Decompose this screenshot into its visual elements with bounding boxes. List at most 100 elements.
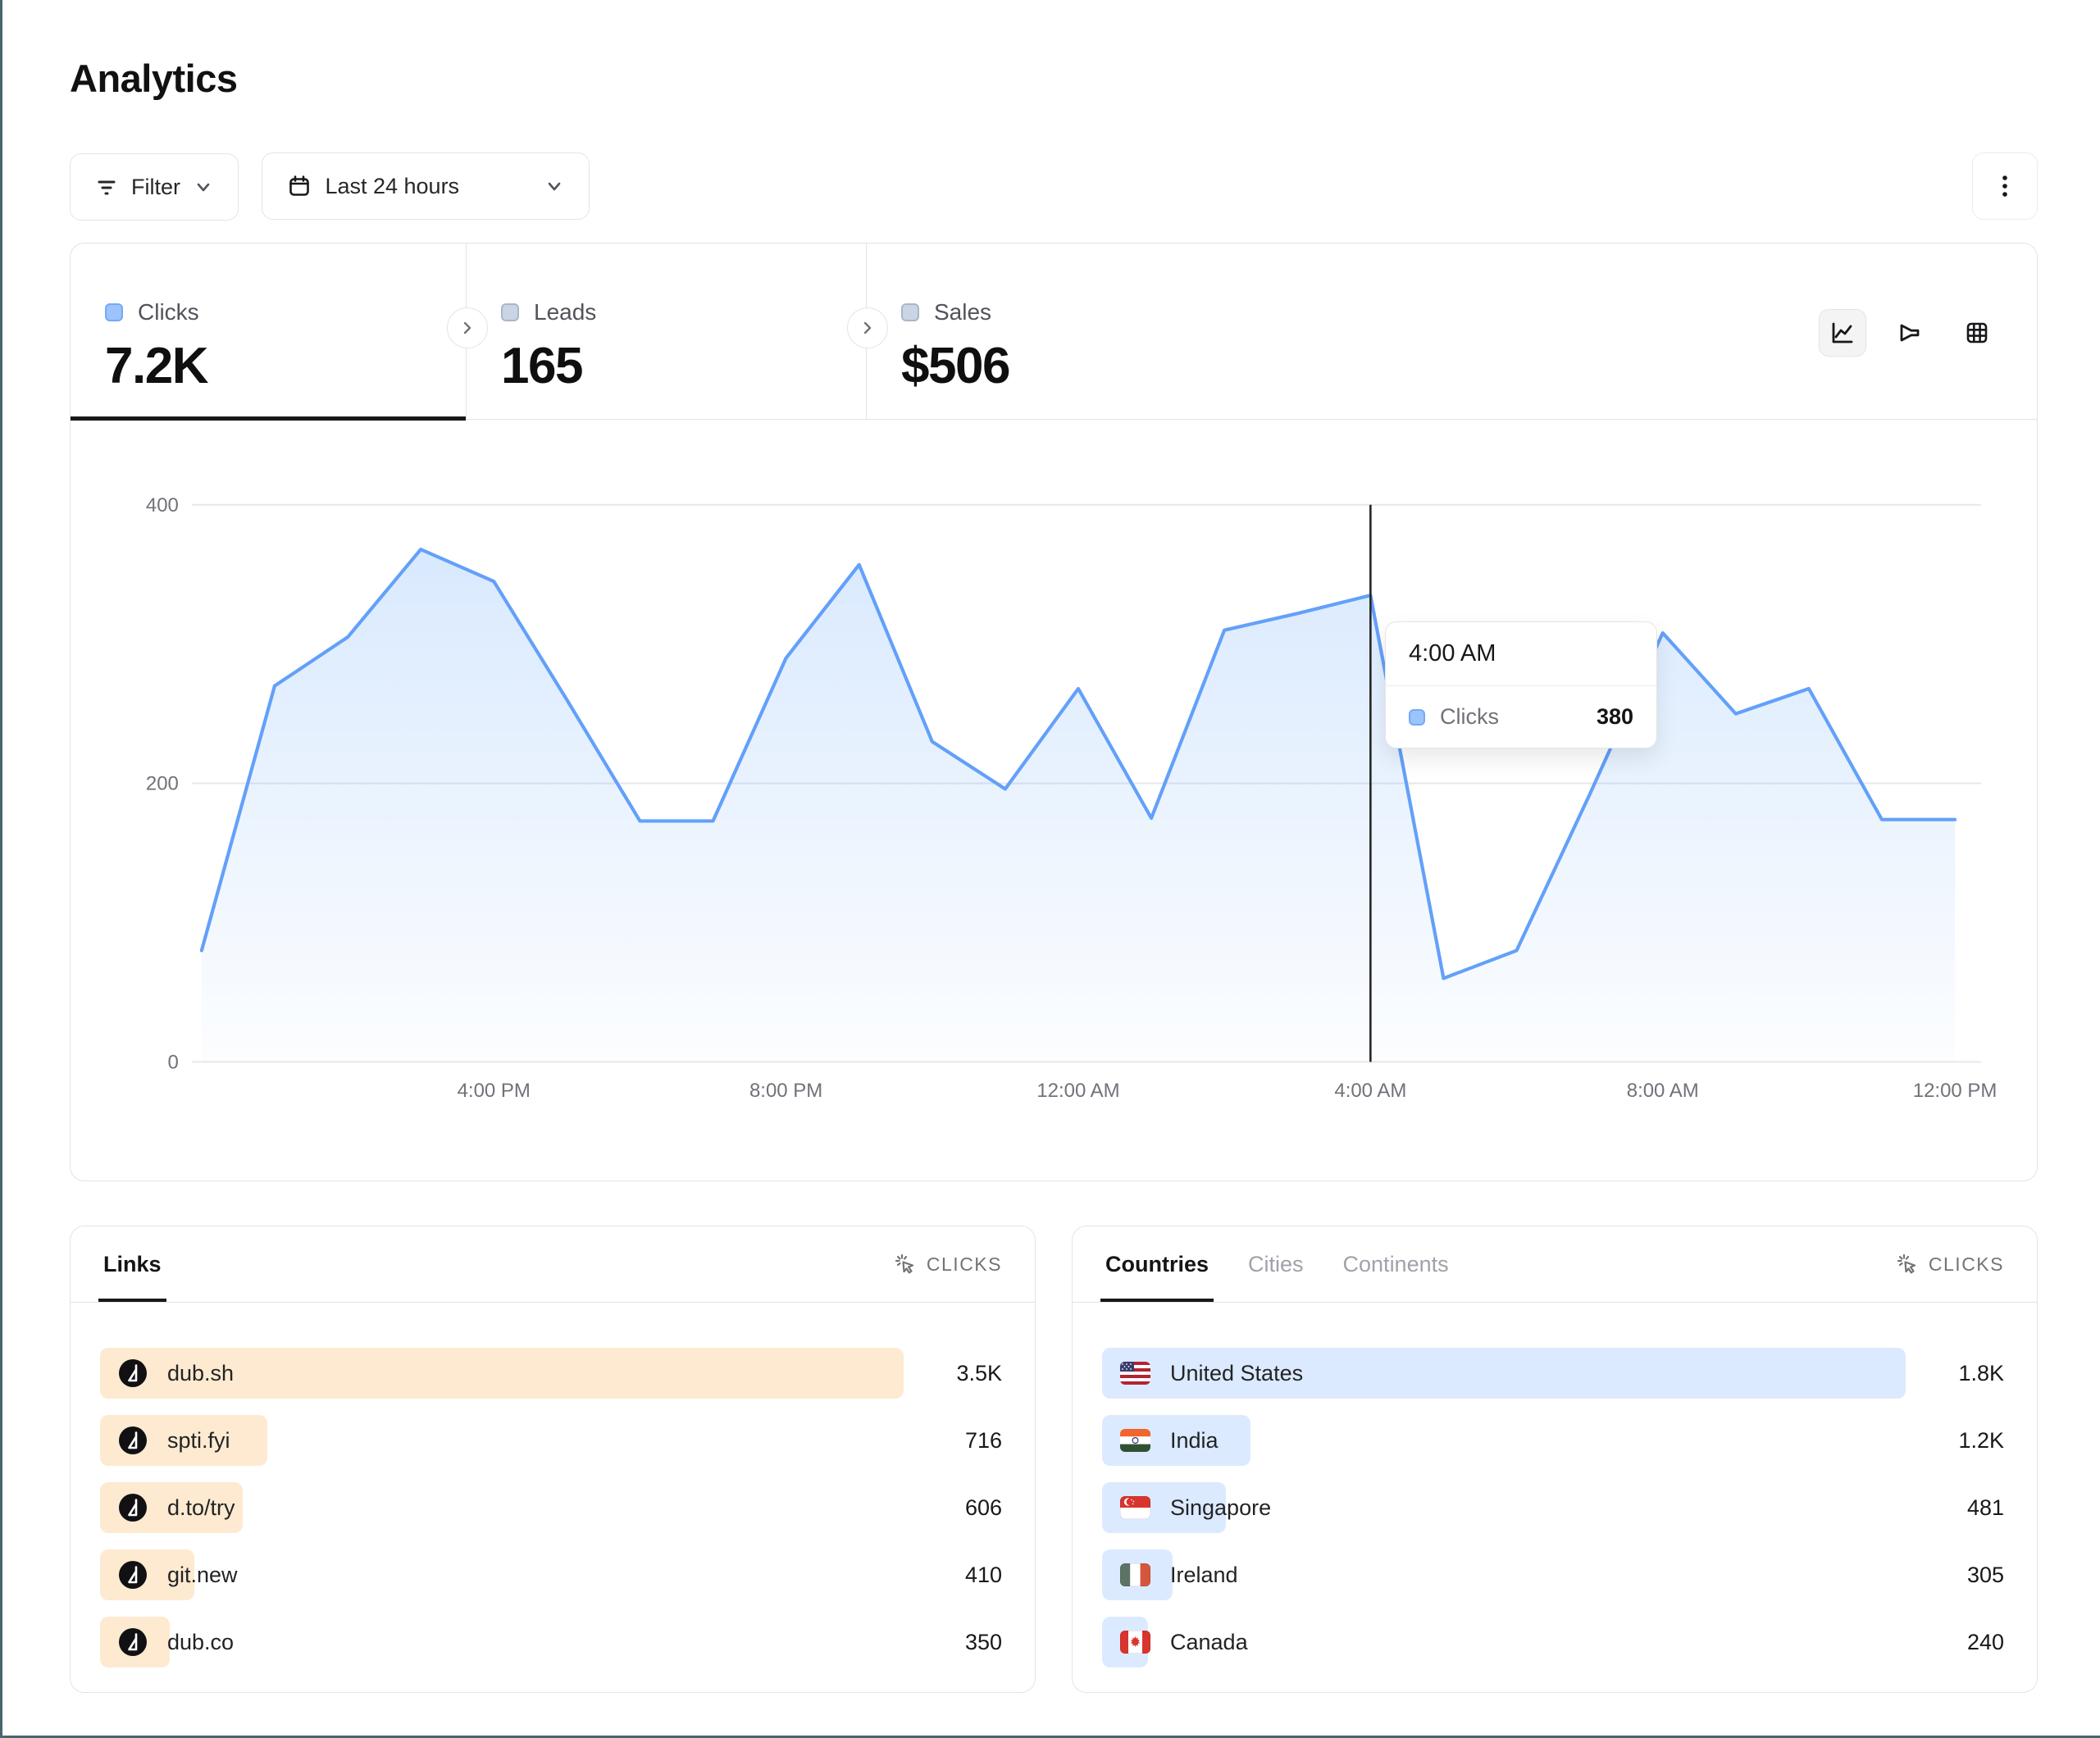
cursor-click-icon [1896,1253,1919,1276]
links-row[interactable]: spti.fyi 716 [100,1415,1002,1466]
row-value: 1.8K [1958,1360,2004,1385]
filter-icon [95,175,118,198]
svg-text:200: 200 [146,773,179,795]
countries-row[interactable]: United States 1.8K [1102,1348,2004,1399]
row-label: spti.fyi [167,1427,230,1453]
funnel-chart-view-button[interactable] [1886,309,1934,357]
metric-value: 7.2K [105,337,208,394]
row-value: 481 [1966,1495,2004,1520]
metric-label: Sales [934,298,992,325]
svg-text:8:00 PM: 8:00 PM [749,1080,822,1102]
clicks-legend-swatch [105,303,123,321]
row-label: d.to/try [167,1495,235,1520]
expand-metric-button[interactable] [847,307,888,348]
clicks-column-header[interactable]: CLICKS [1896,1226,2004,1302]
row-value: 410 [964,1562,1002,1587]
analytics-chart-card: Clicks 7.2K Leads 165 Sales $506 [70,243,2038,1181]
row-label: git.new [167,1562,238,1587]
metric-tabs: Clicks 7.2K Leads 165 Sales $506 [71,243,2037,421]
chart-view-switcher [1819,309,2001,357]
filter-label: Filter [131,174,180,199]
india-flag [1120,1429,1150,1452]
links-row[interactable]: dub.sh 3.5K [100,1348,1002,1399]
svg-text:8:00 AM: 8:00 AM [1627,1080,1699,1102]
breakdown-panels: Links CLICKS dub.sh 3.5K spti.fyi 716 d.to/t… [70,1226,2038,1693]
row-value: 350 [964,1629,1002,1654]
value-bar [100,1348,904,1399]
row-label: dub.sh [167,1360,235,1385]
sales-legend-swatch [901,303,919,321]
svg-text:12:00 AM: 12:00 AM [1036,1080,1119,1102]
tooltip-time: 4:00 AM [1386,622,1656,686]
tab-continents[interactable]: Continents [1343,1226,1449,1302]
dub-logo [118,1426,148,1455]
links-panel: Links CLICKS dub.sh 3.5K spti.fyi 716 d.to/t… [70,1226,1036,1693]
clicks-legend-swatch [1409,708,1425,726]
countries-row[interactable]: Singapore 481 [1102,1482,2004,1533]
row-value: 3.5K [956,1360,1002,1385]
table-view-button[interactable] [1953,309,2001,357]
countries-panel: Countries Cities Continents CLICKS United … [1072,1226,2038,1693]
row-value: 606 [964,1495,1002,1520]
tooltip-value: 380 [1596,704,1633,729]
toolbar: Filter Last 24 hours [70,152,2038,221]
metric-tab-leads[interactable]: Leads 165 [467,243,867,419]
links-row[interactable]: dub.co 350 [100,1617,1002,1667]
row-label: United States [1170,1360,1304,1385]
area-chart: 0 200 400 4:00 PM 8:00 PM 12:00 AM 4:00 AM 8:00… [146,494,1998,1102]
svg-text:4:00 AM: 4:00 AM [1334,1080,1406,1102]
tab-links[interactable]: Links [98,1226,166,1302]
metric-label: Leads [534,298,597,325]
links-panel-header: Links CLICKS [71,1226,1035,1303]
metric-value: 165 [501,337,583,394]
line-chart-view-button[interactable] [1819,309,1866,357]
funnel-chart-icon [1896,319,1924,347]
dub-logo [118,1627,148,1657]
clicks-column-header[interactable]: CLICKS [894,1226,1002,1302]
value-bar [100,1549,194,1600]
countries-row[interactable]: India 1.2K [1102,1415,2004,1466]
row-value: 240 [1966,1629,2004,1654]
us-flag [1120,1362,1150,1385]
row-value: 716 [964,1427,1002,1453]
countries-row[interactable]: Canada 240 [1102,1617,2004,1667]
line-chart-icon [1829,319,1856,347]
chevron-down-icon [544,176,564,196]
row-value: 305 [1966,1562,2004,1587]
metric-value: $506 [901,337,1010,394]
tooltip-series-label: Clicks [1440,704,1499,729]
calendar-icon [287,174,312,198]
metric-tab-sales[interactable]: Sales $506 [867,243,2037,419]
row-label: Canada [1170,1629,1248,1654]
kebab-menu-icon [1993,172,2017,200]
date-range-button[interactable]: Last 24 hours [262,152,590,220]
clicks-time-series-chart[interactable]: 0 200 400 4:00 PM 8:00 PM 12:00 AM 4:00 AM 8:00… [71,419,2037,1181]
dub-logo [118,1560,148,1590]
filter-button[interactable]: Filter [70,153,239,221]
svg-text:12:00 PM: 12:00 PM [1913,1080,1998,1102]
cursor-click-icon [894,1253,917,1276]
window-edge-bottom [0,1736,2100,1738]
row-label: India [1170,1427,1219,1453]
canada-flag [1120,1631,1150,1654]
expand-metric-button[interactable] [447,307,488,348]
singapore-flag [1120,1496,1150,1519]
more-options-button[interactable] [1972,152,2038,220]
leads-legend-swatch [501,303,519,321]
value-bar [1102,1348,1906,1399]
links-row[interactable]: git.new 410 [100,1549,1002,1600]
table-grid-icon [1963,319,1991,347]
row-label: Ireland [1170,1562,1238,1587]
countries-panel-header: Countries Cities Continents CLICKS [1073,1226,2037,1303]
svg-text:0: 0 [168,1051,179,1073]
metric-label: Clicks [138,298,199,325]
ireland-flag [1120,1563,1150,1586]
links-row[interactable]: d.to/try 606 [100,1482,1002,1533]
row-label: dub.co [167,1629,235,1654]
chevron-down-icon [194,177,213,197]
tab-cities[interactable]: Cities [1248,1226,1304,1302]
tab-countries[interactable]: Countries [1100,1226,1214,1302]
countries-row[interactable]: Ireland 305 [1102,1549,2004,1600]
metric-tab-clicks[interactable]: Clicks 7.2K [71,243,467,421]
